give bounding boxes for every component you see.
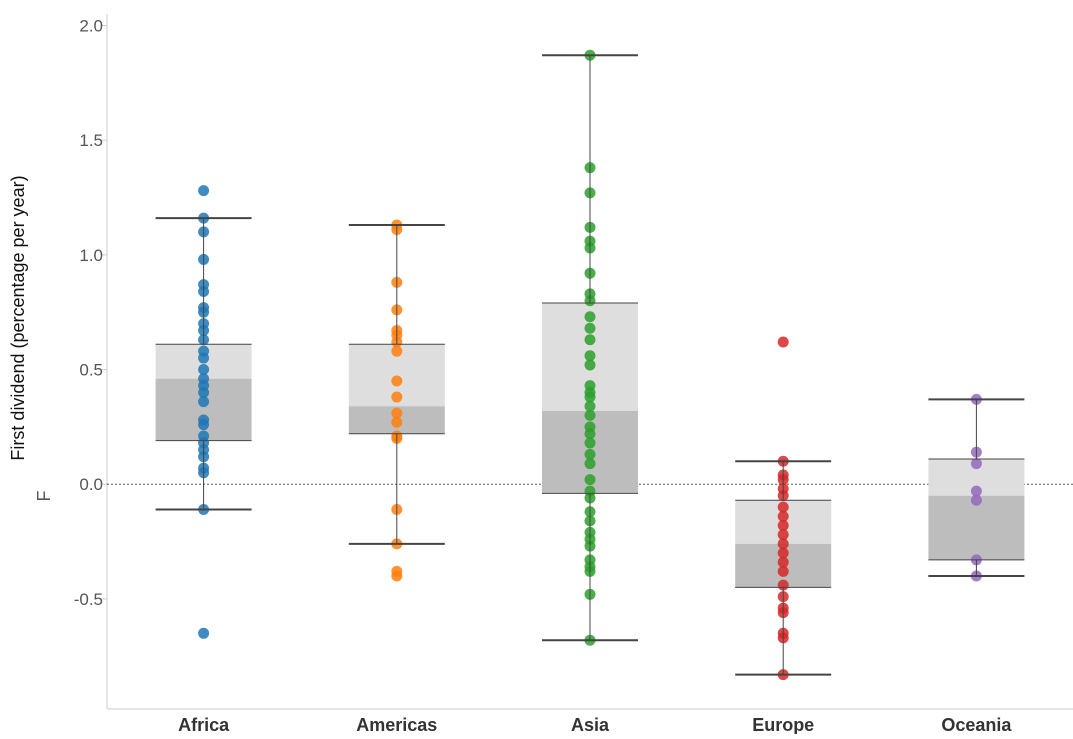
data-point (391, 407, 403, 419)
data-point (777, 529, 789, 541)
data-point (198, 627, 210, 639)
y-tick-label: 1.0 (79, 246, 103, 265)
data-point (198, 419, 210, 431)
y-axis-title: First dividend (percentage per year) (8, 175, 28, 460)
data-point (391, 375, 403, 387)
data-point (584, 409, 596, 421)
data-point (584, 400, 596, 412)
y-tick-label: 2.0 (79, 16, 103, 35)
data-point (777, 336, 789, 348)
whiskers-layer (155, 54, 1025, 676)
y-tick-label: -0.5 (74, 590, 103, 609)
data-point (198, 352, 210, 364)
data-point (391, 345, 403, 357)
data-point (777, 538, 789, 550)
data-point (970, 494, 982, 506)
data-point (584, 322, 596, 334)
data-point (777, 510, 789, 522)
data-point (198, 185, 210, 197)
data-point (777, 501, 789, 513)
data-point (198, 396, 210, 408)
data-point (584, 311, 596, 323)
data-point (970, 485, 982, 497)
data-point (584, 437, 596, 449)
data-point (777, 520, 789, 532)
data-point (970, 458, 982, 470)
y-tick-label: 0.0 (79, 475, 103, 494)
y-axis-title-secondary: F (34, 491, 54, 502)
data-point (198, 364, 210, 376)
x-category-label: Americas (356, 715, 437, 734)
data-point (777, 556, 789, 568)
data-point (584, 350, 596, 362)
box-lower-quartile (928, 495, 1025, 560)
data-point (584, 359, 596, 371)
data-point (584, 428, 596, 440)
y-tick-label: 1.5 (79, 131, 103, 150)
data-point (584, 334, 596, 346)
axes-layer (102, 14, 1073, 710)
labels-layer: First dividend (percentage per year) F 2… (8, 16, 1012, 735)
data-point (584, 391, 596, 403)
data-point (584, 458, 596, 470)
data-point (391, 391, 403, 403)
data-point (584, 474, 596, 486)
x-category-label: Asia (571, 715, 610, 734)
data-point (391, 416, 403, 428)
x-category-label: Africa (178, 715, 230, 734)
data-point (584, 448, 596, 460)
x-category-label: Oceania (941, 715, 1012, 734)
data-point (777, 565, 789, 577)
data-point (391, 570, 403, 582)
data-point (198, 386, 210, 398)
y-tick-label: 0.5 (79, 361, 103, 380)
x-category-label: Europe (752, 715, 814, 734)
data-point (777, 547, 789, 559)
